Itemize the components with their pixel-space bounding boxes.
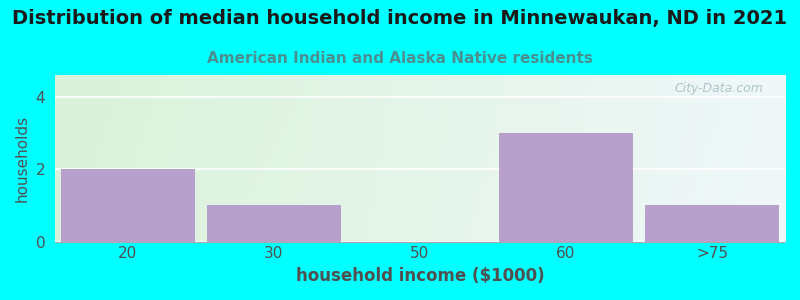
Bar bbox=[499, 133, 633, 242]
Text: Distribution of median household income in Minnewaukan, ND in 2021: Distribution of median household income … bbox=[13, 9, 787, 28]
Bar bbox=[645, 206, 779, 242]
Text: City-Data.com: City-Data.com bbox=[674, 82, 763, 95]
Bar bbox=[61, 169, 195, 242]
Text: American Indian and Alaska Native residents: American Indian and Alaska Native reside… bbox=[207, 51, 593, 66]
Y-axis label: households: households bbox=[15, 115, 30, 202]
X-axis label: household income ($1000): household income ($1000) bbox=[296, 267, 544, 285]
Bar bbox=[206, 206, 341, 242]
